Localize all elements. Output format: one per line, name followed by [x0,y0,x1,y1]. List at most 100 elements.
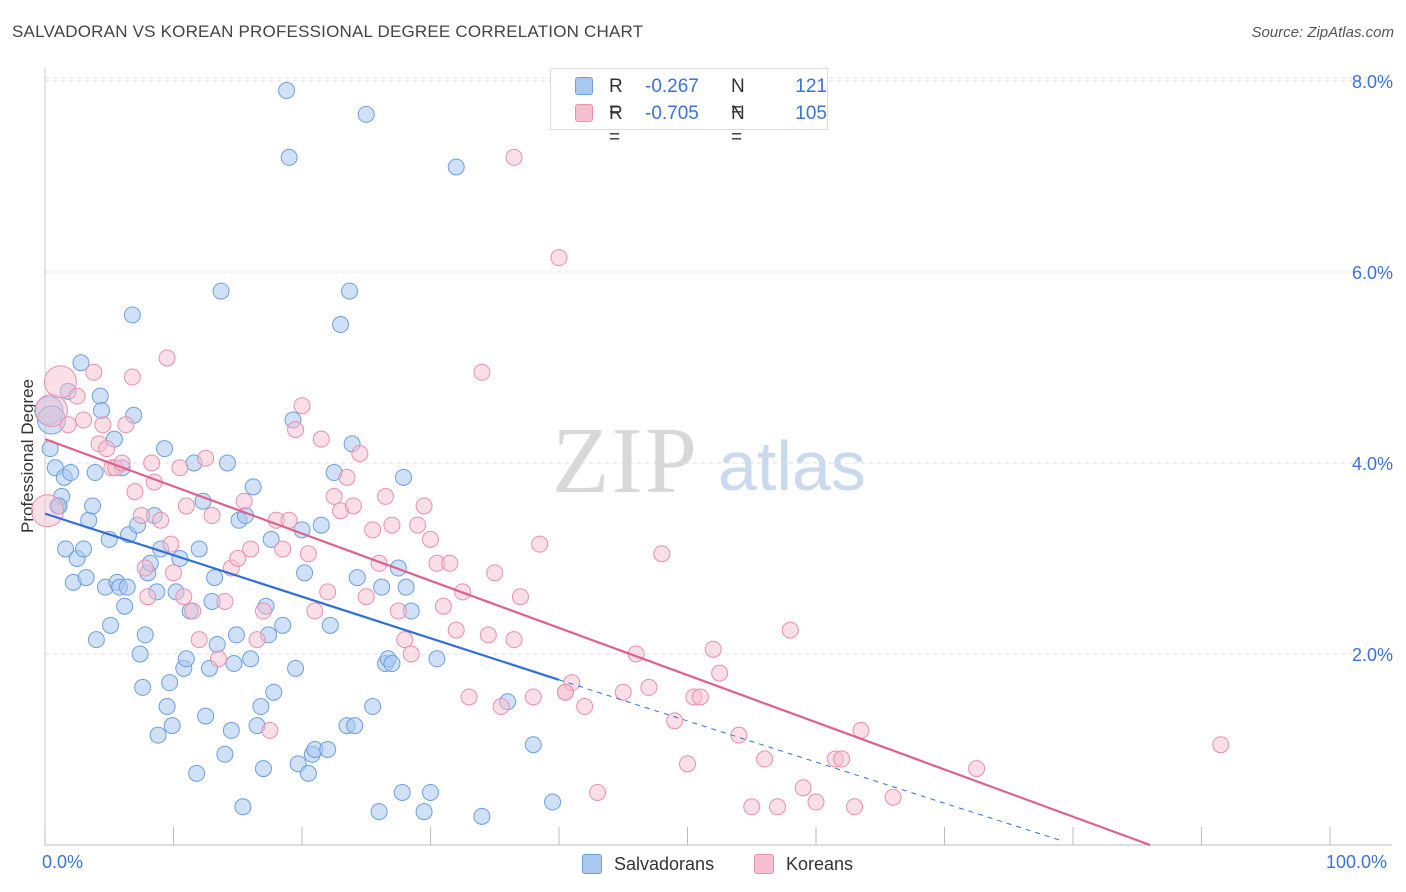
salvadoran-point [383,655,401,673]
korean-point [242,540,260,558]
salvadoran-point [91,387,109,405]
korean-point [152,511,170,529]
korean-point [319,583,337,601]
korean-point [299,545,317,563]
korean-point [576,698,594,716]
korean-point [556,683,574,701]
korean-point [184,602,202,620]
korean-point [177,497,195,515]
korean-point [434,597,452,615]
korean-point [1212,736,1230,754]
korean-point [511,588,529,606]
watermark-zip: ZIP [552,409,699,513]
korean-point [139,588,157,606]
salvadoran-point [244,478,262,496]
salvadoran-point [544,793,562,811]
salvadoran-point [197,707,215,725]
korean-point [254,602,272,620]
salvadoran-point [234,798,252,816]
legend-n-label: N = [731,76,745,121]
korean-point [364,521,382,539]
korean-point [123,368,141,386]
korean-point [415,497,433,515]
salvadoran-point [216,745,234,763]
korean-point [441,554,459,572]
korean-point [473,363,491,381]
salvadoran-point [397,578,415,596]
y-tick-label: 4.0% [1352,454,1393,474]
salvadoran-point [299,764,317,782]
bottom-legend-label-koreans: Koreans [786,854,854,874]
salvadoran-point [242,650,260,668]
korean-point [447,621,465,639]
salvadoran-point [524,736,542,754]
korean-point [162,535,180,553]
korean-point [691,688,709,706]
salvadoran-point [280,148,298,166]
korean-point [614,683,632,701]
korean-point [132,507,150,525]
salvadoran-point [75,540,93,558]
korean-point [59,416,77,434]
korean-point [248,631,266,649]
korean-trend-line [44,438,1151,847]
korean-point [235,492,253,510]
salvadoran-point [415,803,433,821]
salvadoran-point [84,497,102,515]
salvadoran-point [222,721,240,739]
korean-point [165,564,182,582]
korean-point [704,640,722,658]
korean-point [117,416,135,434]
legend-swatch-salvadoran [575,77,593,95]
korean-point [306,602,324,620]
salvadoran-point [296,564,314,582]
axes [44,68,1392,846]
bottom-legend-label-salvadorans: Salvadorans [614,854,715,874]
salvadoran-point [274,616,292,634]
korean-point [781,621,799,639]
salvadoran-point [190,540,208,558]
korean-point [833,750,851,768]
salvadoran-point [206,569,224,587]
y-tick-label: 2.0% [1352,645,1393,665]
salvadoran-point [161,674,179,692]
salvadoran-point [158,698,176,716]
salvadoran-point [395,468,413,486]
korean-point [209,650,227,668]
salvadoran-point [278,82,296,100]
korean-point [377,487,395,505]
korean-point [143,454,161,472]
korean-point [807,793,825,811]
korean-point [203,507,221,525]
salvadoran-point [86,464,104,482]
salvadoran-trend-line [44,512,560,681]
korean-point [409,516,427,534]
salvadoran-point [364,698,382,716]
salvadoran-point [87,631,105,649]
salvadoran-point [72,354,90,372]
salvadoran-point [252,698,270,716]
korean-point [884,788,902,806]
legend-r-label: R = [609,76,623,121]
korean-point [171,459,189,477]
korean-point [216,592,234,610]
salvadoran-point [208,635,226,653]
salvadoran-point [102,616,120,634]
salvadoran-point [163,717,181,735]
korean-point [175,588,193,606]
legend-swatch-korean [575,104,593,122]
salvadoran-point [156,440,174,458]
korean-point [94,416,112,434]
korean-point [492,698,510,716]
chart-title: SALVADORAN VS KOREAN PROFESSIONAL DEGREE… [12,22,644,41]
bottom-legend-swatch-salvadorans [582,854,602,874]
salvadoran-point [373,578,391,596]
korean-point [531,535,549,553]
korean-point [126,483,144,501]
korean-point [351,444,369,462]
salvadoran-point [254,760,272,778]
korean-point [287,421,305,439]
salvadoran-point [177,650,195,668]
salvadoran-point [77,569,95,587]
korean-point [968,760,986,778]
